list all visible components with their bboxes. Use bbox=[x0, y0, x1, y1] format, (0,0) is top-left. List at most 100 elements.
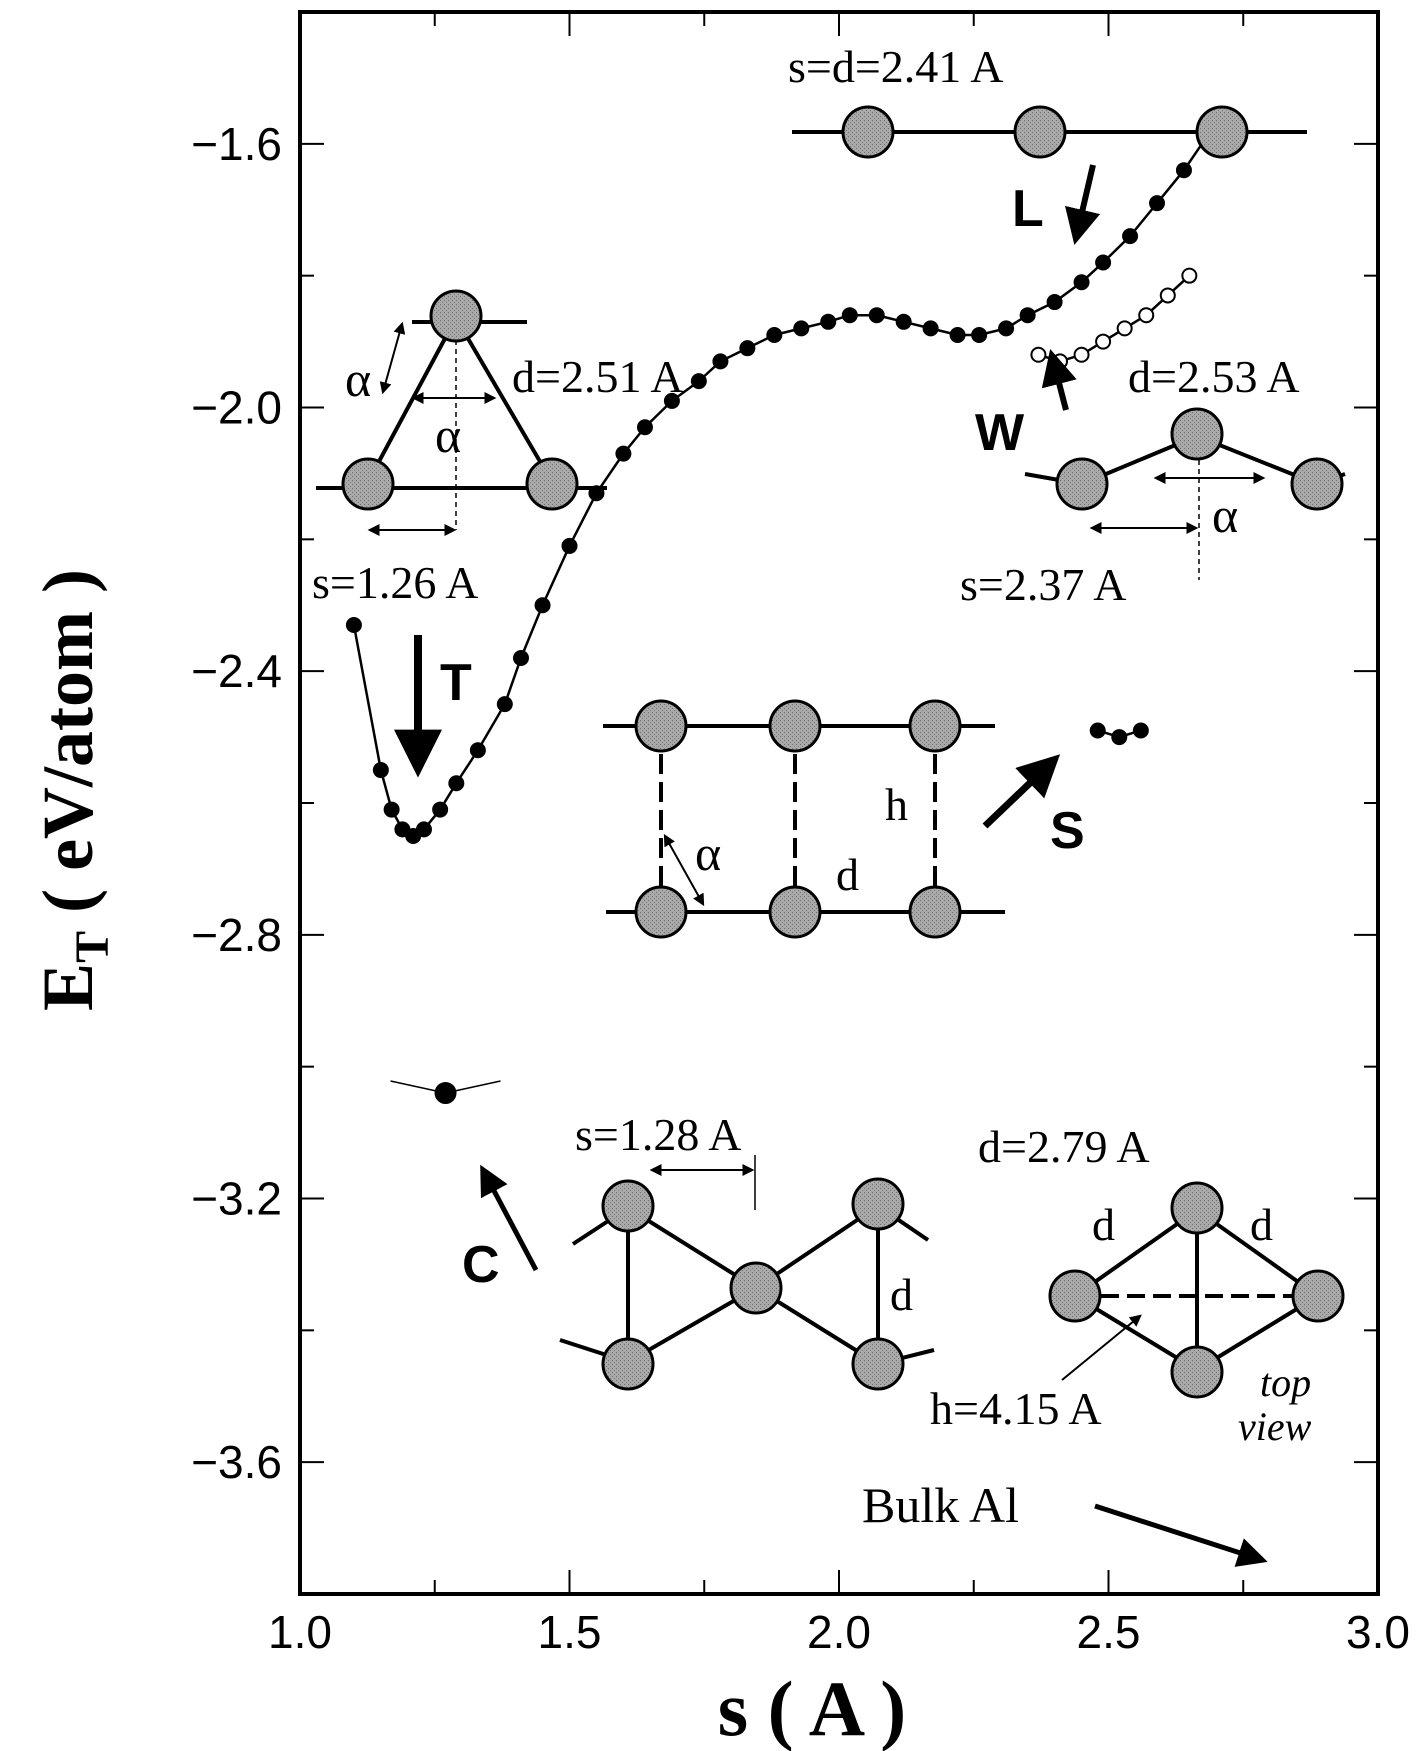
atom bbox=[1013, 105, 1067, 159]
data-point bbox=[1132, 722, 1149, 739]
atom bbox=[841, 105, 895, 159]
atom bbox=[851, 1177, 905, 1231]
label-S: S bbox=[1050, 802, 1085, 860]
y-tick-label: −3.6 bbox=[191, 1436, 282, 1488]
topview-d-right-label: d bbox=[1250, 1199, 1273, 1250]
data-point bbox=[922, 320, 939, 337]
label-T: T bbox=[440, 654, 472, 712]
linear-chain-diagram bbox=[792, 105, 1307, 159]
data-point bbox=[1111, 729, 1128, 746]
topview-view-label: view bbox=[1238, 1404, 1312, 1449]
ladder-d-label: d bbox=[836, 849, 859, 900]
data-point bbox=[766, 326, 783, 343]
data-point bbox=[1122, 228, 1139, 245]
atom bbox=[1290, 457, 1344, 511]
data-point bbox=[383, 801, 400, 818]
label-C: C bbox=[462, 1236, 500, 1294]
triangle-d-label: d=2.51 A bbox=[512, 351, 684, 402]
data-series bbox=[345, 122, 1219, 1105]
data-point bbox=[345, 617, 362, 634]
atom bbox=[768, 699, 822, 753]
bowtie-d-label: d bbox=[890, 1269, 913, 1320]
topview-structure-diagram bbox=[1048, 1181, 1345, 1399]
data-point bbox=[372, 762, 389, 779]
zigzag-chain-diagram bbox=[1024, 407, 1346, 580]
data-point bbox=[1073, 346, 1090, 363]
data-point bbox=[1138, 307, 1155, 324]
y-axis-label: ET ( eV/atom ) bbox=[28, 569, 119, 1011]
y-axis-label-units: ( eV/atom ) bbox=[28, 569, 108, 931]
atom bbox=[525, 457, 579, 511]
ladder-alpha-label: α bbox=[695, 825, 721, 881]
topview-d-top-label: d=2.79 A bbox=[978, 1121, 1150, 1172]
x-axis-label: s ( A ) bbox=[718, 1665, 907, 1751]
data-point bbox=[432, 801, 449, 818]
triangle-s-label: s=1.26 A bbox=[312, 557, 479, 608]
data-point bbox=[895, 313, 912, 330]
data-point bbox=[712, 353, 729, 370]
atom bbox=[729, 1261, 783, 1315]
data-point bbox=[1019, 307, 1036, 324]
data-point bbox=[1073, 274, 1090, 291]
data-point bbox=[820, 313, 837, 330]
data-point bbox=[1159, 287, 1176, 304]
atom bbox=[1170, 407, 1224, 461]
atom bbox=[601, 1179, 655, 1233]
y-tick-label: −3.2 bbox=[191, 1173, 282, 1225]
atom bbox=[1170, 1345, 1224, 1399]
topview-d-left-label: d bbox=[1092, 1199, 1115, 1250]
data-point bbox=[868, 307, 885, 324]
data-point bbox=[636, 419, 653, 436]
data-point bbox=[841, 307, 858, 324]
label-W: W bbox=[975, 404, 1025, 462]
data-point bbox=[690, 373, 707, 390]
label-bulk-al: Bulk Al bbox=[862, 1477, 1019, 1533]
pointer-arrows bbox=[394, 164, 1268, 1567]
data-point bbox=[1030, 346, 1047, 363]
y-axis-label-subscript: T bbox=[66, 931, 119, 963]
ladder-structure-diagram bbox=[603, 699, 1005, 939]
atom bbox=[1195, 105, 1249, 159]
triangle-alpha-center: α bbox=[435, 407, 461, 463]
data-point bbox=[415, 821, 432, 838]
data-point bbox=[949, 326, 966, 343]
data-point bbox=[971, 326, 988, 343]
x-tick-label: 1.0 bbox=[268, 1606, 332, 1658]
triangle-structure-diagram bbox=[316, 289, 607, 536]
atom bbox=[1170, 1181, 1224, 1235]
data-point bbox=[663, 392, 680, 409]
y-tick-label: −2.8 bbox=[191, 909, 282, 961]
topview-h-label: h=4.15 A bbox=[930, 1383, 1102, 1434]
data-point bbox=[739, 340, 756, 357]
atom bbox=[634, 699, 688, 753]
data-point bbox=[534, 597, 551, 614]
atom bbox=[1048, 1269, 1102, 1323]
data-point bbox=[1116, 320, 1133, 337]
data-point bbox=[1089, 722, 1106, 739]
linear-sd-label: s=d=2.41 A bbox=[788, 41, 1003, 92]
atom bbox=[908, 885, 962, 939]
data-point bbox=[1046, 294, 1063, 311]
zigzag-d-label: d=2.53 A bbox=[1128, 351, 1300, 402]
atom bbox=[1055, 457, 1109, 511]
atom bbox=[908, 699, 962, 753]
zigzag-s-label: s=2.37 A bbox=[960, 559, 1127, 610]
data-point bbox=[793, 320, 810, 337]
y-tick-label: −2.0 bbox=[191, 382, 282, 434]
data-point bbox=[434, 1082, 457, 1105]
data-point bbox=[1181, 267, 1198, 284]
x-tick-label: 1.5 bbox=[538, 1606, 602, 1658]
x-tick-label: 2.5 bbox=[1077, 1606, 1141, 1658]
data-point bbox=[1149, 195, 1166, 212]
atom bbox=[601, 1337, 655, 1391]
data-point bbox=[469, 742, 486, 759]
atom bbox=[429, 289, 483, 343]
label-L: L bbox=[1012, 180, 1044, 238]
ladder-h-label: h bbox=[885, 779, 908, 830]
bowtie-s-label: s=1.28 A bbox=[575, 1109, 742, 1160]
data-point bbox=[448, 775, 465, 792]
atom bbox=[341, 457, 395, 511]
data-point bbox=[1095, 254, 1112, 271]
y-tick-label: −1.6 bbox=[191, 118, 282, 170]
data-point bbox=[512, 649, 529, 666]
